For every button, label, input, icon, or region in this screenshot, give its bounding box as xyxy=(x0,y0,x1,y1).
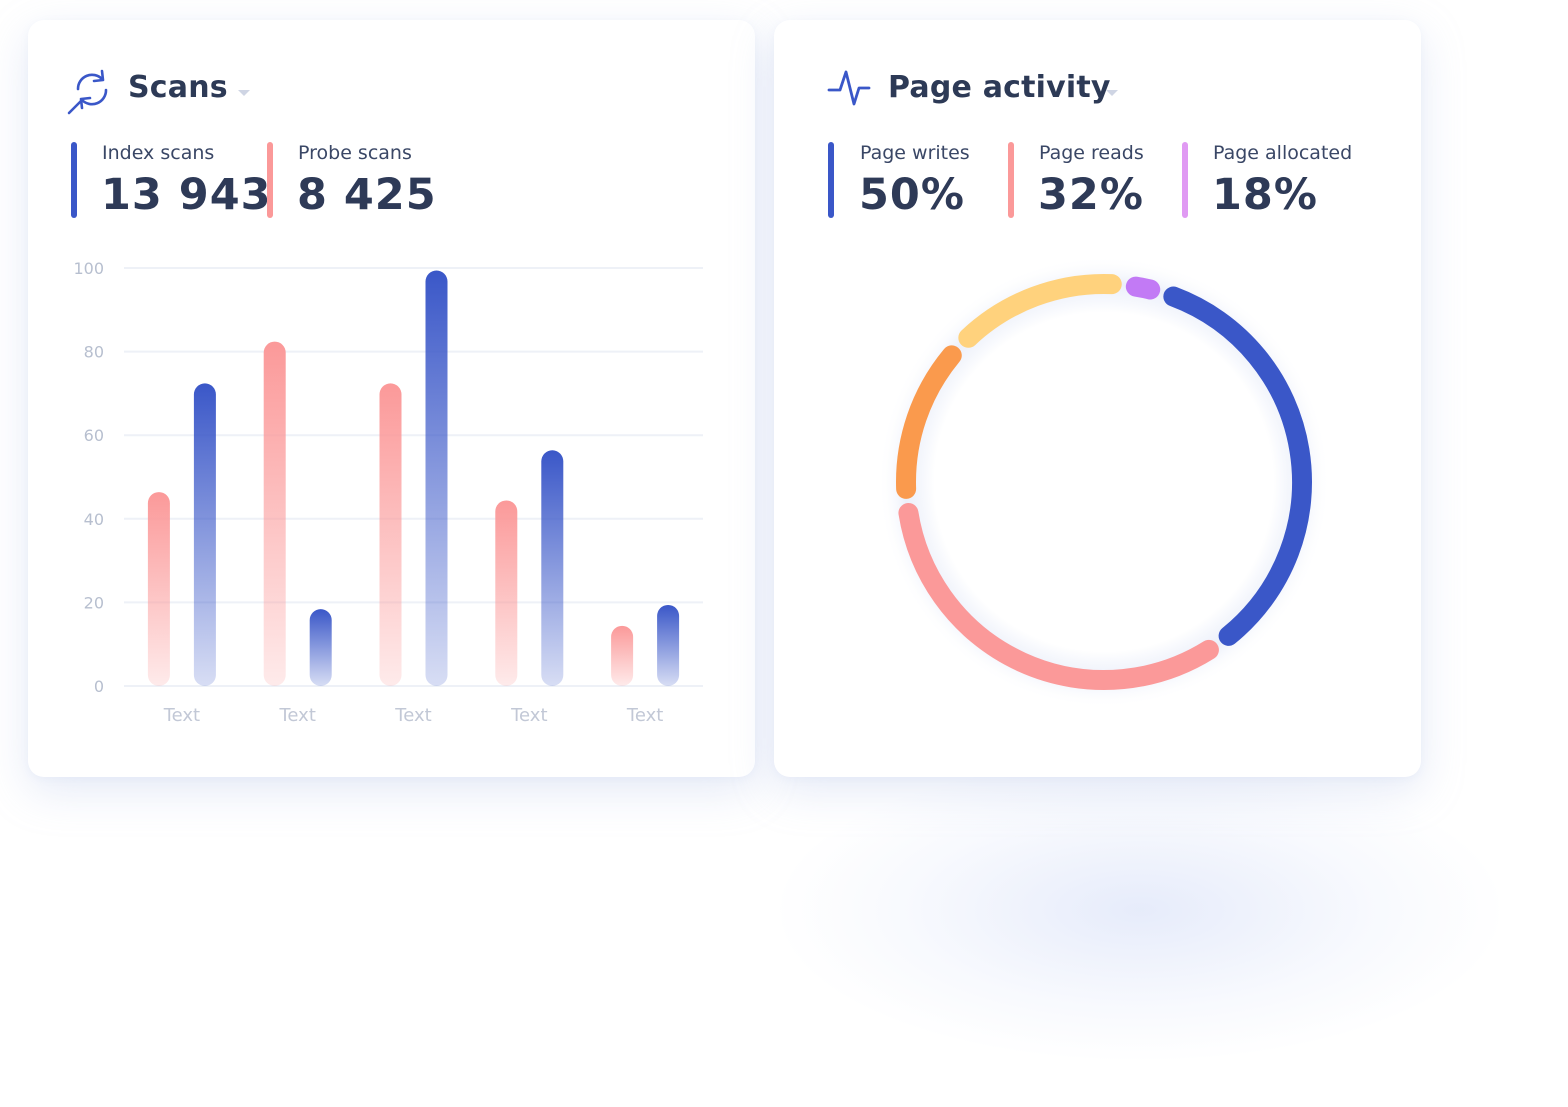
chevron-down-icon[interactable] xyxy=(1104,88,1120,98)
x-tick-label: Text xyxy=(163,705,200,726)
stat-label: Index scans xyxy=(102,142,215,164)
donut-segment xyxy=(898,502,1219,690)
scans-card-header: Scans xyxy=(28,20,755,160)
stat-value: 50% xyxy=(859,170,965,220)
stat-label: Page writes xyxy=(860,142,970,164)
stat-label: Page reads xyxy=(1039,142,1144,164)
y-tick-label: 20 xyxy=(84,593,104,612)
stat-color-marker xyxy=(71,142,77,218)
donut-segment xyxy=(1163,286,1312,646)
x-tick-label: Text xyxy=(626,705,663,726)
page-activity-title: Page activity xyxy=(888,70,1111,105)
y-tick-label: 0 xyxy=(94,677,104,696)
bar-index-scans xyxy=(309,609,332,686)
y-tick-label: 40 xyxy=(84,510,104,529)
pulse-icon xyxy=(827,70,871,106)
page-activity-donut-chart xyxy=(878,256,1330,708)
bar-probe-scans xyxy=(263,341,286,686)
x-tick-label: Text xyxy=(278,705,315,726)
bar-index-scans xyxy=(425,270,448,686)
donut-segment xyxy=(958,274,1122,348)
stat-color-marker xyxy=(1008,142,1014,218)
bar-index-scans xyxy=(657,604,680,686)
donut-segment xyxy=(1125,276,1161,300)
stat-value: 32% xyxy=(1038,170,1144,220)
chevron-down-icon[interactable] xyxy=(236,88,252,98)
page-activity-card: Page activity Page writes 50% Page reads… xyxy=(774,20,1421,777)
donut-segment xyxy=(896,345,962,499)
stat-color-marker xyxy=(267,142,273,218)
y-tick-label: 80 xyxy=(84,343,104,362)
stat-color-marker xyxy=(1182,142,1188,218)
scans-card: Scans Index scans 13 943 Probe scans 8 4… xyxy=(28,20,755,777)
stat-value: 18% xyxy=(1212,170,1318,220)
bar-probe-scans xyxy=(495,500,518,686)
bar-probe-scans xyxy=(611,625,634,686)
stat-label: Page allocated xyxy=(1213,142,1353,164)
page-activity-card-header: Page activity xyxy=(774,20,1421,160)
scans-bar-chart: 0 20 40 60 80 100 Text Text Text Text Text xyxy=(73,259,703,726)
scans-title: Scans xyxy=(128,70,228,105)
bar-probe-scans xyxy=(147,492,170,686)
background-glow xyxy=(780,760,1500,1060)
y-tick-label: 60 xyxy=(84,426,104,445)
stat-value: 13 943 xyxy=(101,170,272,220)
x-tick-label: Text xyxy=(510,705,547,726)
stat-label: Probe scans xyxy=(298,142,412,164)
bar-index-scans xyxy=(193,383,216,686)
x-tick-label: Text xyxy=(394,705,431,726)
refresh-search-icon xyxy=(67,69,108,115)
stat-color-marker xyxy=(828,142,834,218)
bar-probe-scans xyxy=(379,383,402,686)
stat-value: 8 425 xyxy=(297,170,437,220)
y-tick-label: 100 xyxy=(73,259,104,278)
bar-index-scans xyxy=(541,450,564,686)
donut-glow xyxy=(878,256,1330,708)
